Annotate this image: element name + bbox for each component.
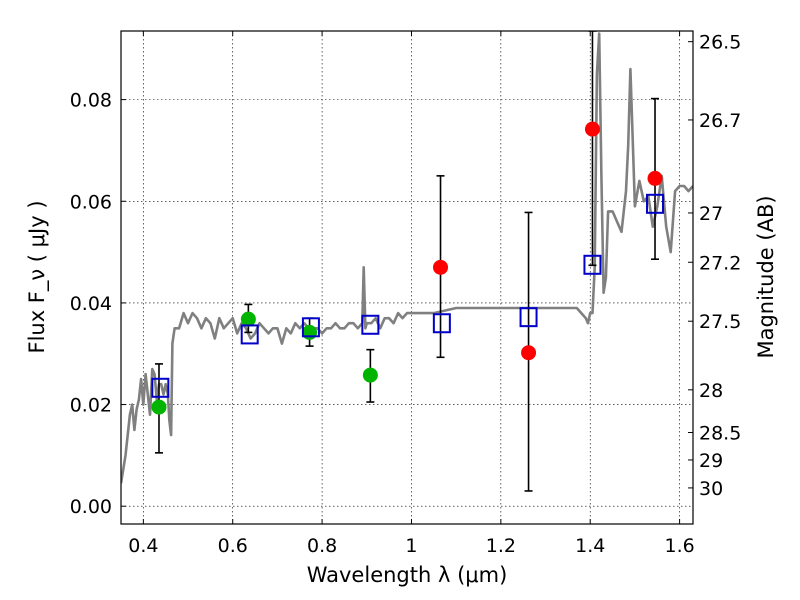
y-tick-label: 0.04 [70,293,112,315]
x-tick-label: 0.4 [128,535,158,557]
data-point [521,345,537,361]
right-tick-label: 30 [699,478,723,500]
x-tick-label: 1.4 [575,535,605,557]
plot-frame [120,30,694,525]
right-tick-label: 27 [699,203,723,225]
x-tick-label: 0.8 [307,535,337,557]
x-tick-label: 0.6 [218,535,248,557]
right-tick-label: 27.5 [699,311,741,333]
data-point [647,170,663,186]
y-tick-label: 0.08 [70,90,112,112]
data-point [433,259,449,275]
right-tick-label: 28.5 [699,423,741,445]
model-point [361,314,380,335]
right-tick-label: 28 [699,380,723,402]
y-tick-label: 0.06 [70,191,112,213]
right-tick-label: 29 [699,450,723,472]
data-point [151,399,167,415]
model-point [646,193,665,214]
model-spectrum-line [121,32,693,484]
model-point [151,377,170,398]
y-axis-right-label: Magnitude (AB) [754,195,778,358]
data-point [584,121,600,137]
right-tick-label: 26.7 [699,110,741,132]
x-tick-label: 1.6 [664,535,694,557]
model-point [519,307,538,328]
model-spectrum [121,32,693,484]
axis-ticks: 0.4 0.6 0.8 1 1.2 1.4 1.6 0.00 0.02 0.04 0.06 0.08 2… [70,31,741,557]
x-axis-label: Wavelength λ (μm) [307,563,508,587]
data-point [362,367,378,383]
data-point [240,311,256,327]
y-tick-label: 0.00 [70,496,112,518]
y-tick-label: 0.02 [70,395,112,417]
right-tick-label: 26.5 [699,32,741,54]
x-tick-label: 1 [405,535,417,557]
y-axis-label: Flux F_ν ( μJy ) [25,200,50,353]
data-point [302,324,318,340]
right-tick-label: 27.2 [699,252,741,274]
model-point [432,313,451,334]
model-point [583,254,602,275]
data-markers [151,121,665,415]
model-point [240,324,259,345]
model-point [301,317,320,338]
x-tick-label: 1.2 [486,535,516,557]
